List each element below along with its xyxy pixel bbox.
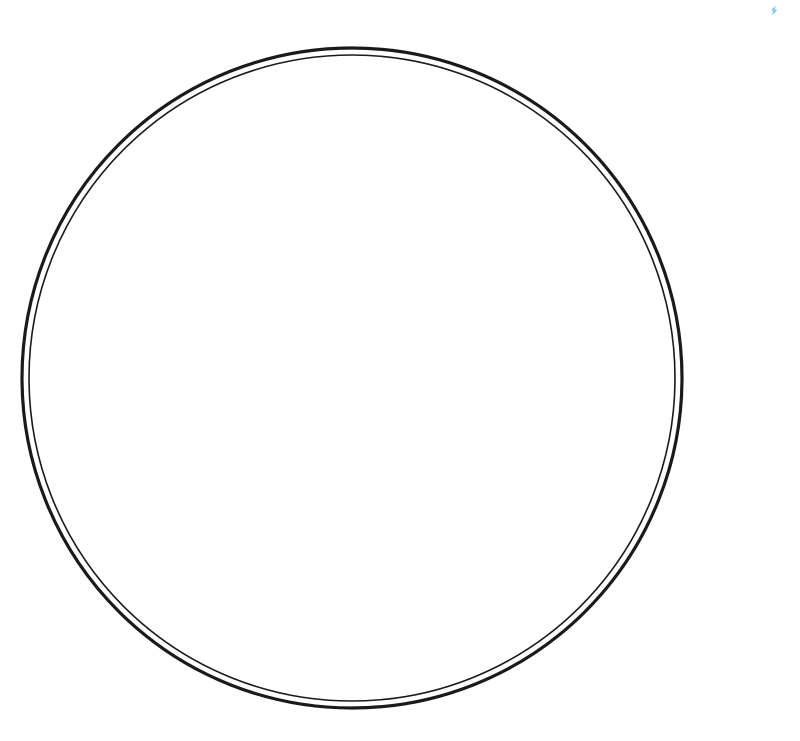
snapgene-credit [769, 5, 792, 16]
snapgene-logo-icon [769, 5, 780, 16]
plasmid-backbone [20, 46, 684, 710]
